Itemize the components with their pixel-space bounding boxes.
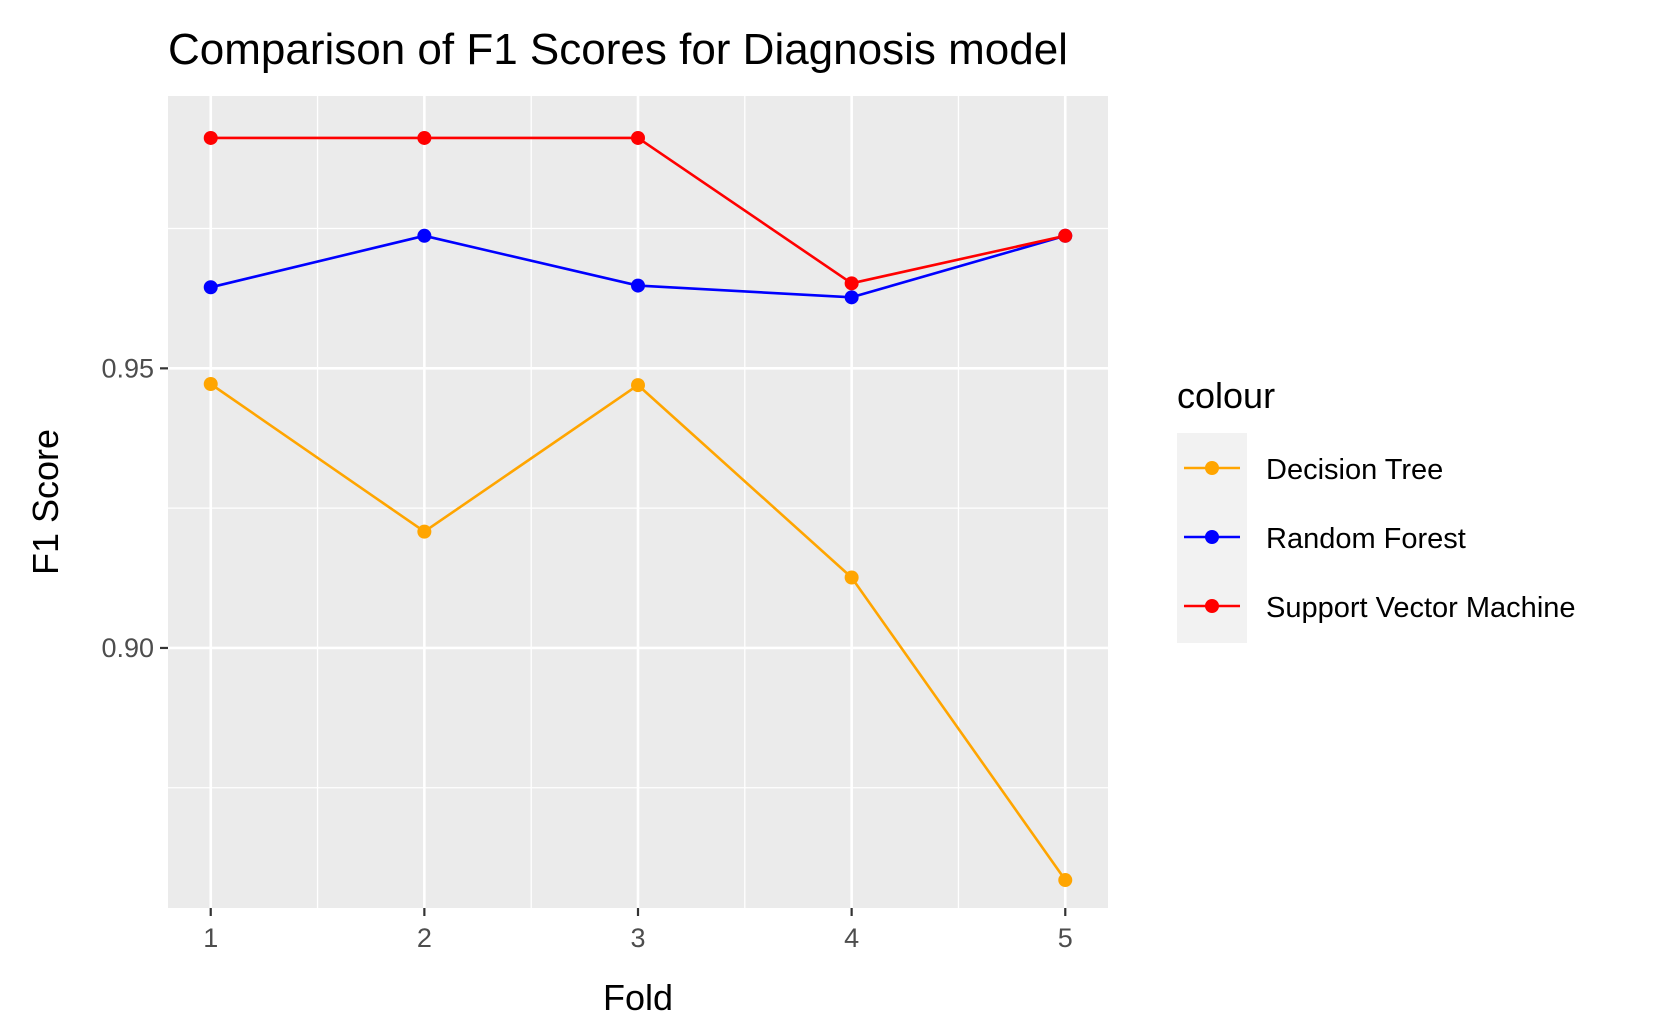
- data-point-decision-tree: [844, 570, 859, 585]
- legend-key-point-decision-tree: [1205, 461, 1219, 475]
- data-point-support-vector-machine: [631, 130, 645, 145]
- data-point-random-forest: [631, 278, 645, 293]
- y-tick-label: 0.95: [101, 353, 154, 383]
- legend: colour Decision Tree Random Forest Support…: [1177, 375, 1576, 643]
- series-layer: [203, 130, 1073, 888]
- axis-ticks: 0.90 0.95 1 2 3 4 5: [101, 353, 1072, 953]
- y-tick-label: 0.90: [101, 633, 154, 663]
- data-point-support-vector-machine: [1058, 228, 1073, 243]
- legend-label-random-forest: Random Forest: [1266, 523, 1466, 555]
- legend-label-decision-tree: Decision Tree: [1266, 454, 1443, 486]
- data-point-random-forest: [417, 228, 432, 243]
- x-tick-label: 2: [417, 923, 432, 953]
- data-point-decision-tree: [631, 378, 645, 393]
- x-tick-label: 1: [203, 923, 218, 953]
- data-point-decision-tree: [417, 524, 432, 539]
- grid-lines: [168, 96, 1108, 908]
- data-point-support-vector-machine: [844, 276, 859, 291]
- x-axis-title: Fold: [603, 977, 673, 1018]
- data-point-support-vector-machine: [203, 130, 218, 145]
- data-point-random-forest: [844, 290, 859, 305]
- chart-title: Comparison of F1 Scores for Diagnosis mo…: [168, 25, 1068, 74]
- data-point-decision-tree: [203, 377, 218, 392]
- x-tick-label: 4: [844, 923, 859, 953]
- data-point-decision-tree: [1058, 873, 1073, 888]
- legend-title: colour: [1177, 375, 1275, 416]
- data-point-random-forest: [203, 280, 218, 295]
- y-axis-title: F1 Score: [25, 429, 66, 575]
- x-tick-label: 5: [1058, 923, 1073, 953]
- x-tick-label: 3: [630, 923, 645, 953]
- legend-key-point-support-vector-machine: [1205, 599, 1219, 613]
- legend-label-support-vector-machine: Support Vector Machine: [1266, 592, 1576, 624]
- legend-key-point-random-forest: [1205, 530, 1219, 544]
- data-point-support-vector-machine: [417, 130, 432, 145]
